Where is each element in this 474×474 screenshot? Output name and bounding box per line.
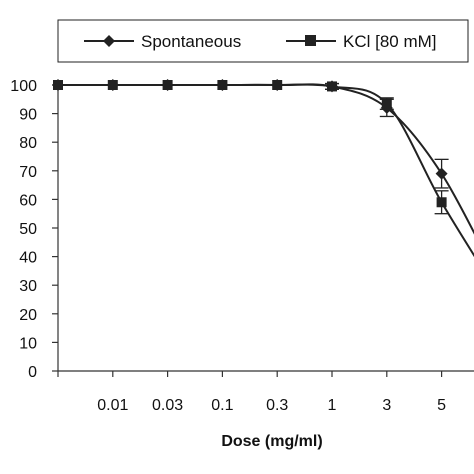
point-1-7 [436,197,447,208]
x-tick-label-0.1: 0.1 [211,397,233,414]
point-1-2 [162,80,173,90]
x-axis: 0.01 0.03 0.1 0.3 1 3 5 [57,370,474,414]
series-line-1 [58,83,474,258]
y-tick-label-70: 70 [19,164,37,181]
point-1-5 [327,81,337,92]
point-1-4 [272,80,283,90]
legend-label-spontaneous: Spontaneous [141,32,241,51]
y-tick-label-50: 50 [19,221,37,238]
point-0-7 [435,167,448,180]
legend: Spontaneous KCl [80 mM] [57,19,469,63]
y-tick-label-10: 10 [19,335,37,352]
y-axis: 0 10 20 30 40 50 60 70 80 90 100 [10,78,59,381]
legend-marker-kcl [305,35,316,46]
y-tick-label-0: 0 [28,364,37,381]
x-axis-title: Dose (mg/ml) [221,433,322,450]
y-tick-label-100: 100 [10,78,37,95]
point-1-0 [53,80,63,90]
x-tick-label-1: 1 [328,397,337,414]
y-tick-label-40: 40 [19,250,37,267]
x-tick-label-0.01: 0.01 [97,397,128,414]
x-tick-label-5: 5 [437,397,446,414]
y-tick-label-80: 80 [19,135,37,152]
x-tick-label-0.03: 0.03 [152,397,183,414]
legend-label-kcl: KCl [80 mM] [343,32,437,51]
point-1-3 [217,80,228,90]
x-tick-label-3: 3 [382,397,391,414]
y-tick-label-30: 30 [19,278,37,295]
markers [52,79,449,215]
x-tick-label-0.3: 0.3 [266,397,288,414]
y-tick-label-90: 90 [19,107,37,124]
curves [58,83,474,258]
point-1-6 [381,98,392,109]
point-1-1 [107,80,118,90]
y-tick-label-20: 20 [19,307,37,324]
y-tick-label-60: 60 [19,192,37,209]
series-line-0 [58,83,474,235]
legend-marker-spontaneous [103,35,115,47]
